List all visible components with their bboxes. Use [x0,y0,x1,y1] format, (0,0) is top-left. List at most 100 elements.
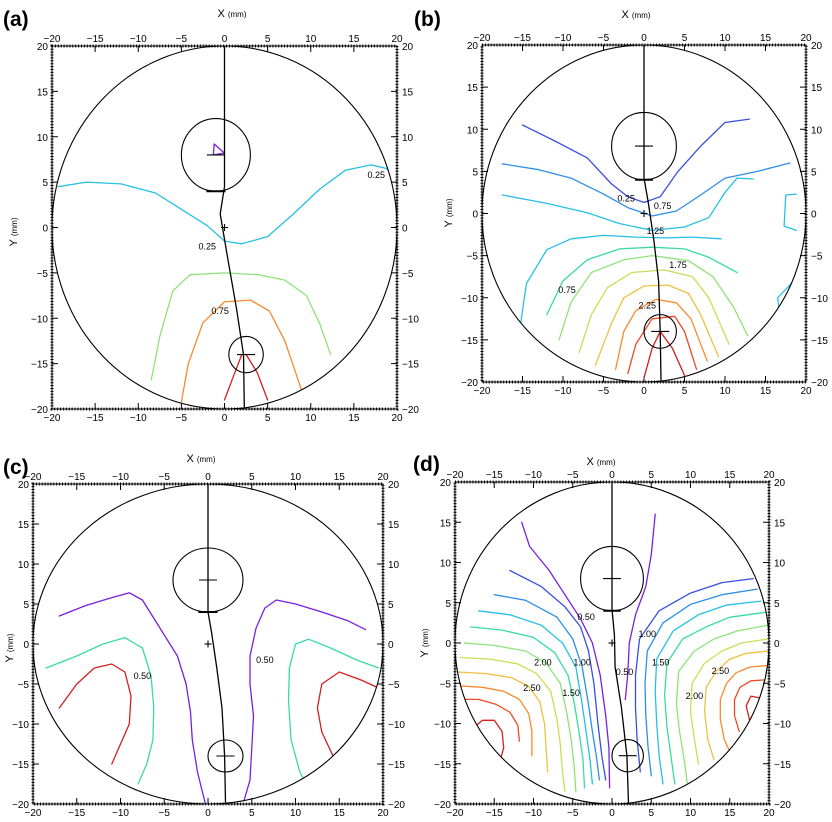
x-tick-label-top: 5 [648,470,654,481]
contour-label: 0.50 [256,655,274,665]
contour-label: 0.75 [558,285,576,295]
contour-label: 1.50 [562,688,580,698]
y-axis-title: Y (mm) [4,633,16,662]
x-tick-label-bottom: −20 [44,413,61,424]
contour-line [634,577,754,773]
contour-line [457,671,549,773]
x-tick-label-top: 20 [763,470,775,481]
y-tick-label-right: −15 [774,760,791,771]
y-tick-label-right: −10 [402,314,419,325]
contour-line [719,664,768,753]
x-tick-label-bottom: 5 [249,808,255,819]
y-tick-label-left: −10 [31,314,48,325]
x-tick-label-bottom: −15 [87,413,104,424]
y-tick-label-right: −5 [402,269,414,280]
x-tick-label-bottom: 5 [265,413,271,424]
contour-line [463,642,577,793]
contour-group [45,592,380,804]
contour-line [644,588,758,777]
contour-line [627,315,698,375]
contour-line [689,638,769,765]
y-tick-label-left: 0 [42,224,48,235]
panel-letter: (a) [3,8,29,31]
contour-line [57,164,395,245]
y-tick-label-right: 15 [811,83,823,94]
y-axis-name: Y [8,239,20,247]
y-tick-label-right: 20 [388,480,400,491]
x-tick-label-top: 10 [305,34,317,45]
contour-line [180,299,308,406]
contour-line [456,685,533,757]
x-axis-unit: (mm) [632,11,651,20]
contour-label: 1.50 [652,657,670,667]
x-tick-label-bottom: 0 [609,808,615,819]
x-tick-label-top: −20 [44,34,61,45]
x-tick-label-bottom: −20 [25,808,42,819]
x-tick-label-bottom: 15 [724,808,736,819]
contour-label: 1.00 [573,657,591,667]
x-tick-label-bottom: 5 [648,808,654,819]
x-tick-label-bottom: 10 [685,808,697,819]
x-tick-label-bottom: 0 [641,386,647,397]
y-tick-label-right: 10 [402,133,414,144]
x-axis-title: X (mm) [218,8,247,20]
contour-line [517,234,722,341]
contour-line [521,521,611,789]
panel-d: (d) −20−20−15−15−10−10−5−5005510101515202… [413,453,791,819]
y-tick-label-left: −10 [461,294,478,305]
y-tick-label-left: −20 [31,405,48,416]
y-axis-title: Y (mm) [419,628,431,657]
x-tick-label-bottom: −5 [176,413,188,424]
x-tick-label-bottom: 15 [334,808,346,819]
contour-line [477,610,594,785]
y-axis-unit: (mm) [445,198,454,217]
x-tick-label-top: −20 [25,472,42,483]
contour-label: 2.50 [712,666,730,676]
contour-line [614,298,708,371]
y-axis-title: Y (mm) [443,198,455,227]
y-tick-label-right: 0 [811,210,817,221]
x-tick-label-bottom: 20 [763,808,775,819]
y-axis-title: Y (mm) [8,217,20,246]
x-axis-title: X (mm) [587,456,616,468]
y-tick-label-left: 0 [472,210,478,221]
y-tick-label-left: −5 [467,252,479,263]
contour-label: 2.50 [523,683,541,693]
y-tick-label-right: −5 [774,679,786,690]
y-tick-label-right: −10 [388,720,405,731]
contour-label: 0.75 [654,201,672,211]
contour-line [675,624,769,785]
y-tick-label-left: −20 [434,800,451,811]
x-tick-label-top: 0 [609,470,615,481]
center-line [643,45,662,381]
y-tick-label-left: 0 [445,639,451,650]
y-tick-label-left: 20 [18,480,30,491]
x-tick-label-bottom: 20 [800,386,812,397]
y-tick-label-right: 20 [402,42,414,53]
y-tick-label-left: −15 [12,760,29,771]
contour-line [470,626,586,789]
y-axis-unit: (mm) [421,628,430,647]
x-axis-title: X (mm) [622,9,651,21]
y-tick-label-left: 10 [37,133,49,144]
y-tick-label-left: 5 [472,167,478,178]
x-tick-label-top: 5 [249,472,255,483]
x-tick-label-top: −15 [514,33,531,44]
x-tick-label-top: −10 [112,472,129,483]
contour-line [493,594,601,781]
y-tick-label-left: 10 [440,559,452,570]
y-axis-unit: (mm) [6,633,15,652]
y-tick-label-right: −5 [388,680,400,691]
x-tick-label-bottom: 10 [290,808,302,819]
x-tick-label-top: 10 [685,470,697,481]
contour-label: 0.50 [616,667,634,677]
contour-line [45,636,155,785]
contour-line [624,513,656,701]
contour-line [459,656,566,793]
y-tick-label-right: −20 [388,800,405,811]
x-tick-label-bottom: −10 [130,413,147,424]
x-tick-label-bottom: −10 [112,808,129,819]
contour-label: 0.50 [134,671,152,681]
y-tick-label-left: −10 [12,720,29,731]
